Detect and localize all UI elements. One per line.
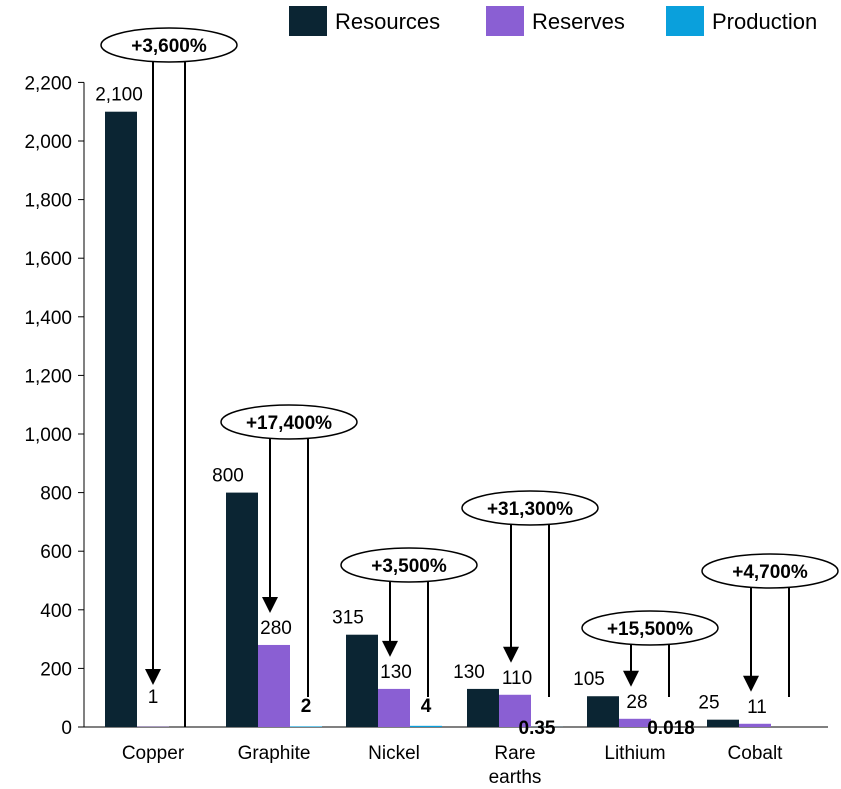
data-label-production: 2	[301, 696, 312, 717]
bar-resources	[346, 634, 378, 727]
bar-production	[410, 725, 442, 727]
data-label-reserves: 110	[502, 668, 532, 689]
bar-reserves	[499, 694, 531, 727]
growth-annotation-label: +15,500%	[607, 619, 693, 640]
growth-annotation-bubble	[220, 404, 358, 440]
data-label-reserves: 130	[380, 662, 412, 683]
growth-arrow-head	[623, 670, 639, 687]
legend-swatch-resources	[289, 6, 327, 36]
growth-arrow-head	[503, 646, 519, 663]
data-label-production: 0.35	[519, 718, 556, 739]
growth-annotation-label: +17,400%	[246, 413, 332, 434]
bar-reserves	[378, 688, 410, 727]
growth-annotation-bubble	[340, 547, 478, 583]
bar-resources	[105, 111, 137, 727]
data-label-resources: 800	[212, 466, 244, 487]
x-tick-label: earths	[489, 767, 542, 788]
data-label-production: 4	[421, 696, 432, 717]
legend-label-reserves: Reserves	[532, 9, 625, 34]
x-tick-label: Lithium	[604, 743, 665, 764]
data-label-resources: 130	[453, 662, 485, 683]
data-label-resources: 105	[573, 669, 605, 690]
data-label-production: 0.018	[647, 718, 695, 739]
growth-annotation-label: +3,500%	[371, 556, 447, 577]
growth-arrow-head	[382, 640, 398, 657]
y-tick-label: 800	[40, 484, 72, 505]
growth-annotation-bubble	[100, 27, 238, 63]
y-tick-label: 1,200	[24, 366, 72, 387]
data-label-reserves: 11	[747, 697, 767, 718]
data-label-resources: 2,100	[95, 85, 143, 106]
y-tick-label: 1,000	[24, 425, 72, 446]
data-label-resources: 315	[332, 608, 364, 629]
data-label-reserves: 280	[260, 618, 292, 639]
bar-production	[290, 726, 322, 727]
legend-label-production: Production	[712, 9, 817, 34]
legend-swatch-production	[666, 6, 704, 36]
growth-arrow-head	[262, 596, 278, 613]
bar-resources	[467, 688, 499, 727]
y-tick-label: 2,200	[24, 73, 72, 94]
growth-arrow-head	[743, 675, 759, 692]
bar-reserves	[258, 644, 290, 727]
bar-resources	[707, 719, 739, 727]
bar-resources	[226, 492, 258, 727]
legend-swatch-reserves	[486, 6, 524, 36]
growth-annotation-label: +3,600%	[131, 36, 207, 57]
y-tick-label: 1,600	[24, 249, 72, 270]
y-tick-label: 400	[40, 601, 72, 622]
growth-annotation-bubble	[461, 490, 599, 526]
y-tick-label: 200	[40, 659, 72, 680]
x-tick-label: Graphite	[238, 743, 311, 764]
data-label-reserves: 28	[626, 692, 647, 713]
growth-arrow-head	[145, 669, 161, 685]
legend-label-resources: Resources	[335, 9, 440, 34]
bar-reserves	[739, 723, 771, 727]
x-tick-label: Rare	[494, 743, 535, 764]
y-tick-label: 2,000	[24, 132, 72, 153]
growth-annotation-label: +4,700%	[732, 562, 808, 583]
x-tick-label: Cobalt	[728, 743, 784, 764]
x-tick-label: Nickel	[368, 743, 420, 764]
y-tick-label: 0	[61, 718, 72, 739]
x-tick-label: Copper	[122, 743, 185, 764]
data-label-resources: 25	[698, 693, 719, 714]
y-tick-label: 1,400	[24, 308, 72, 329]
growth-annotation-bubble	[701, 553, 839, 589]
y-tick-label: 1,800	[24, 191, 72, 212]
growth-annotation-label: +31,300%	[487, 499, 573, 520]
bar-resources	[587, 696, 619, 727]
data-label-reserves: 1	[148, 687, 159, 708]
y-tick-label: 600	[40, 542, 72, 563]
growth-annotation-bubble	[581, 610, 719, 646]
bar-reserves	[619, 718, 651, 727]
